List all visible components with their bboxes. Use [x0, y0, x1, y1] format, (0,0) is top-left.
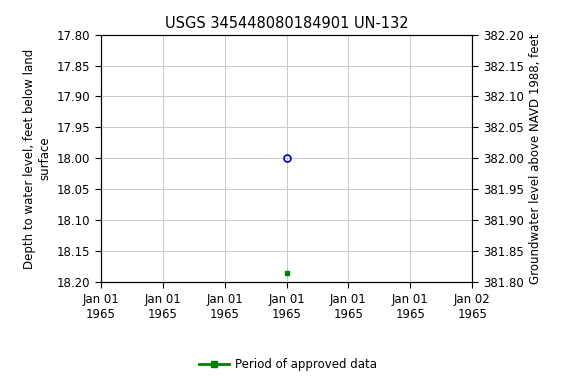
Legend: Period of approved data: Period of approved data [195, 354, 381, 376]
Title: USGS 345448080184901 UN-132: USGS 345448080184901 UN-132 [165, 16, 408, 31]
Y-axis label: Groundwater level above NAVD 1988, feet: Groundwater level above NAVD 1988, feet [529, 33, 542, 284]
Y-axis label: Depth to water level, feet below land
surface: Depth to water level, feet below land su… [23, 48, 51, 268]
